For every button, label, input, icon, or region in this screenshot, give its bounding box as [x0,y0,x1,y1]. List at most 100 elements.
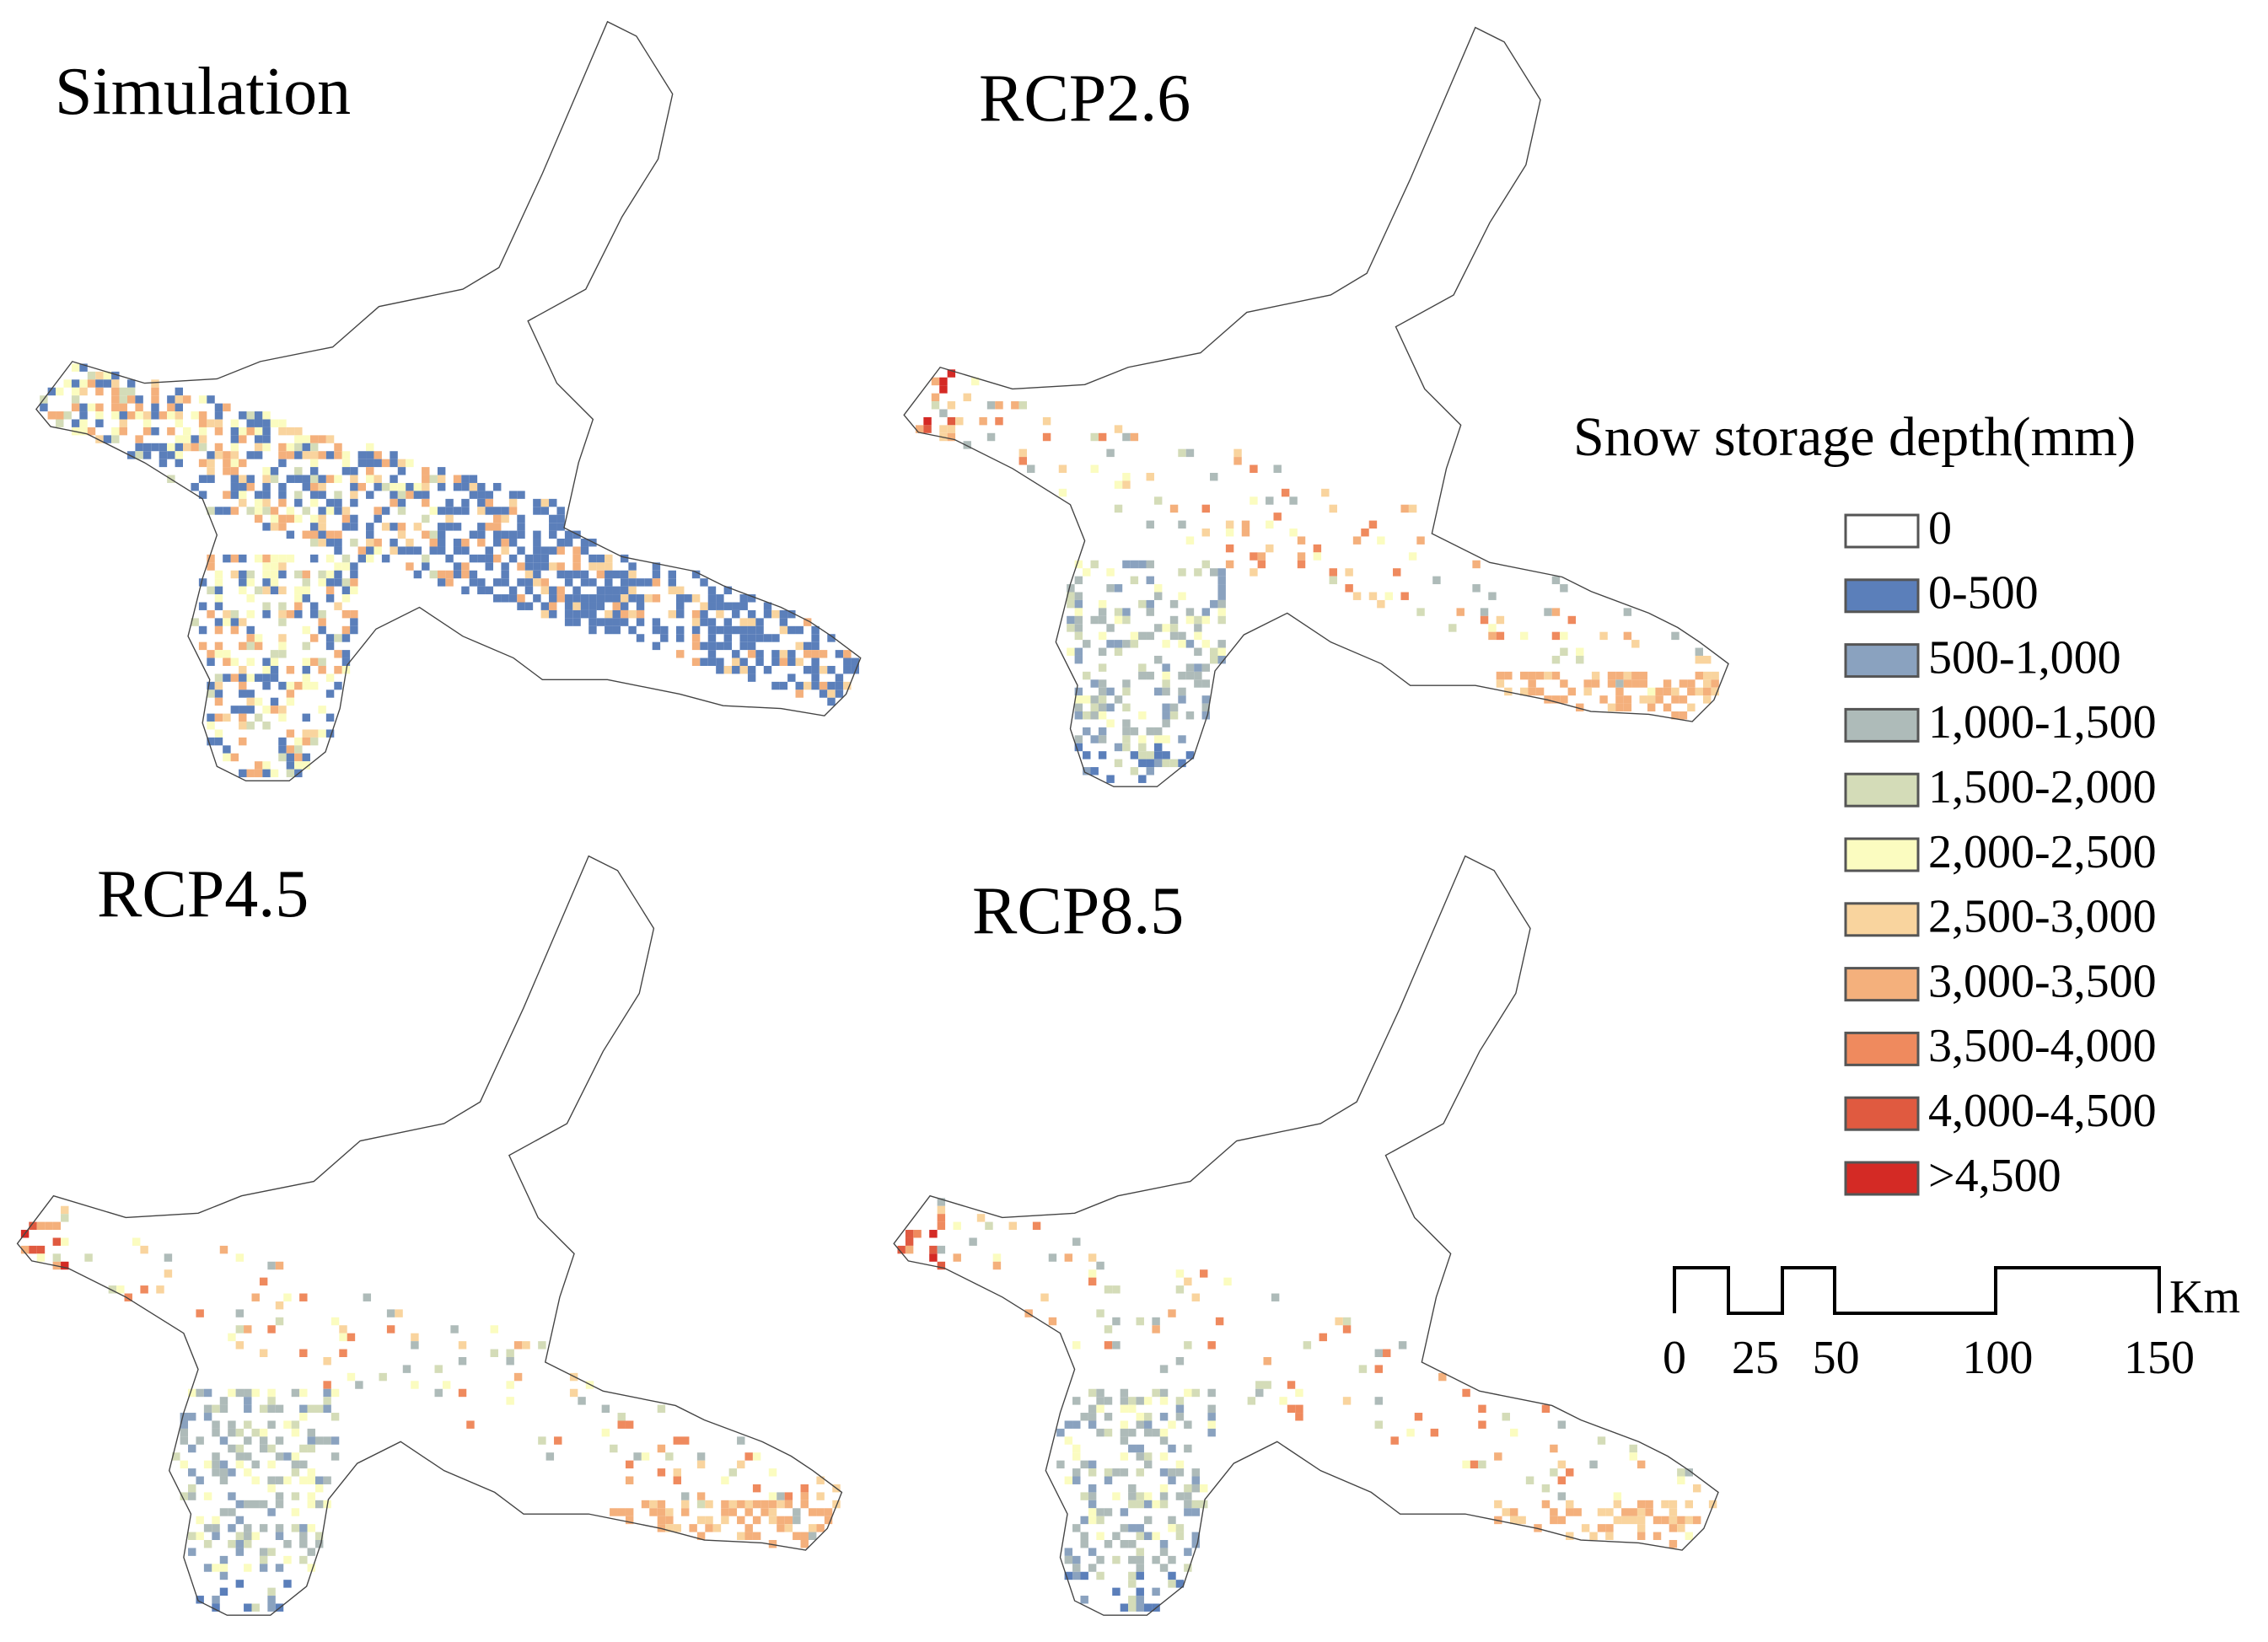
snow-cell [175,395,184,404]
snow-cell [262,609,271,619]
snow-cell [1591,671,1600,680]
snow-cell [429,507,438,515]
snow-cell [1178,687,1186,696]
legend-swatch [1844,1096,1920,1131]
snow-cell [413,570,422,579]
snow-cell [652,641,661,651]
snow-cell [1711,687,1719,696]
snow-cell [556,594,565,603]
snow-cell [56,411,64,420]
snow-cell [508,539,518,547]
snow-cell [135,411,143,420]
snow-cell [1128,1428,1137,1437]
snow-cell [286,697,295,706]
snow-cell [103,371,112,380]
legend-label: 2,500-3,000 [1928,891,2157,943]
snow-cell [366,491,374,499]
snow-cell [267,1444,276,1453]
legend-label: 3,500-4,000 [1928,1020,2157,1072]
snow-cell [374,451,382,459]
snow-cell [1152,1325,1160,1333]
snow-cell [198,641,207,651]
snow-cell [556,514,565,523]
snow-cell [374,459,382,468]
snow-cell [771,650,780,658]
snow-cell [437,530,446,539]
snow-cell [1669,1500,1678,1509]
snow-cell [386,1325,395,1333]
snow-cell [235,1253,245,1262]
snow-cell [707,602,717,610]
snow-cell [675,586,685,595]
snow-cell [278,737,287,746]
snow-cell [625,1460,634,1469]
snow-cell [283,1540,292,1548]
snow-cell [501,578,509,587]
snow-cell [644,578,653,587]
snow-cell [1184,1420,1192,1429]
snow-cell [79,411,88,420]
snow-cell [294,594,303,603]
snow-cell [1377,536,1385,545]
snow-cell [578,1397,586,1405]
snow-cell [513,1372,523,1382]
snow-cell [1653,1516,1662,1525]
snow-cell [1090,695,1099,704]
snow-cell [259,1555,268,1564]
snow-cell [1088,1564,1097,1572]
snow-cell [707,641,717,651]
snow-cell [588,609,597,619]
snow-cell [700,641,708,651]
snow-cell [251,1388,260,1398]
snow-cell [1191,1508,1201,1516]
snow-cell [1088,1516,1097,1525]
snow-cell [235,1309,245,1317]
snow-cell [1168,1571,1176,1580]
snow-cell [291,1492,300,1500]
snow-cell [219,1404,228,1414]
snow-cell [314,1540,324,1548]
snow-cell [1153,592,1163,600]
snow-cell [768,1508,777,1516]
snow-cell [784,1524,793,1532]
snow-cell [381,554,390,563]
snow-cell [556,523,565,531]
snow-cell [422,530,430,539]
snow-cell [617,1508,626,1516]
snow-cell [1250,568,1258,577]
snow-cell [1207,1341,1216,1350]
scale-label: 100 [1962,1332,2033,1384]
snow-cell [437,523,446,531]
snow-cell [763,609,772,619]
snow-cell [239,737,247,746]
snow-cell [246,706,255,714]
snow-cell [270,467,279,475]
snow-cell [318,570,326,579]
snow-cell [612,570,621,579]
snow-cell [1703,655,1712,664]
snow-cell [1159,1397,1169,1405]
snow-cell [262,761,271,770]
snow-cell [151,443,159,452]
snow-cell [612,609,621,619]
snow-cell [1185,536,1195,545]
snow-cell [175,403,184,412]
snow-cell [299,1476,308,1484]
legend-label: 500-1,000 [1928,631,2121,684]
snow-cell [572,554,581,563]
snow-cell [652,625,661,635]
snow-cell [1191,1484,1201,1493]
snow-cell [1098,703,1107,712]
snow-cell [1645,1508,1653,1516]
snow-cell [1550,1444,1558,1453]
snow-cell [309,475,319,483]
snow-cell [1494,1500,1502,1509]
basin-outline [35,20,862,782]
snow-cell [1074,608,1083,616]
snow-cell [331,1388,340,1398]
snow-cell [1080,1460,1088,1469]
snow-cell [207,657,215,666]
snow-cell [779,625,788,635]
legend-title: Snow storage depth(mm) [1573,406,2136,468]
snow-cell [1185,608,1195,616]
